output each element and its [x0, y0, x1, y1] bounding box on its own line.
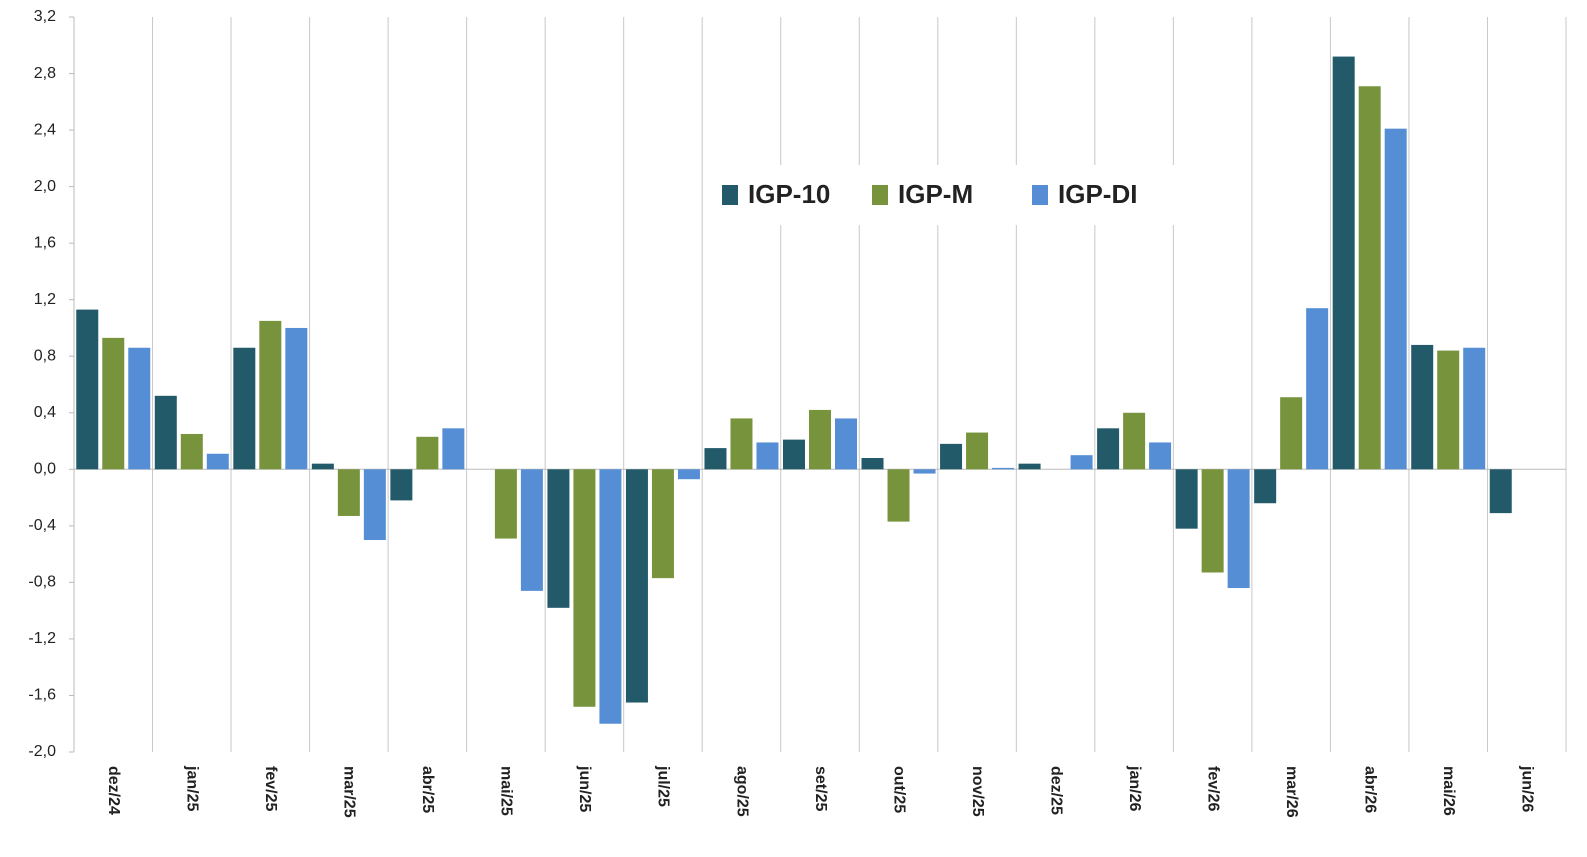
- legend-label: IGP-DI: [1058, 179, 1137, 209]
- bar: [1437, 350, 1460, 470]
- bar: [1254, 469, 1277, 504]
- bar: [233, 347, 256, 470]
- bar: [677, 469, 700, 480]
- bar: [1332, 56, 1355, 470]
- x-tick-label: jan/25: [184, 765, 201, 811]
- bar: [154, 395, 177, 470]
- bar: [704, 448, 727, 470]
- bar: [442, 428, 465, 470]
- bar: [861, 458, 884, 470]
- y-tick-label: 2,8: [34, 65, 56, 82]
- x-tick-label: jun/26: [1519, 765, 1536, 812]
- x-tick-label: jan/26: [1126, 765, 1143, 811]
- bar: [547, 469, 570, 608]
- bar: [1280, 397, 1303, 470]
- bar: [913, 469, 936, 474]
- x-tick-label: abr/26: [1361, 766, 1378, 813]
- bar: [206, 453, 229, 470]
- legend-label: IGP-M: [898, 179, 973, 209]
- y-tick-label: 1,2: [34, 291, 56, 308]
- bar: [416, 436, 439, 470]
- legend-box: [705, 165, 1195, 225]
- bar: [940, 443, 963, 470]
- bar: [599, 469, 622, 724]
- x-tick-label: mar/26: [1283, 766, 1300, 818]
- x-tick-label: mai/25: [498, 766, 515, 816]
- x-tick-label: out/25: [890, 766, 907, 813]
- bar: [180, 433, 203, 470]
- x-tick-label: abr/25: [419, 766, 436, 813]
- bar: [311, 463, 334, 470]
- y-tick-label: 1,6: [34, 234, 56, 251]
- bar: [730, 418, 753, 470]
- bar: [1018, 463, 1041, 470]
- bar: [835, 418, 857, 470]
- y-tick-label: 3,2: [34, 8, 56, 25]
- bar: [128, 347, 151, 470]
- x-tick-label: ago/25: [733, 766, 750, 817]
- y-tick-label: -0,8: [28, 574, 56, 591]
- bar: [1463, 347, 1486, 470]
- bar: [1489, 469, 1512, 514]
- bar: [1123, 412, 1146, 470]
- y-tick-label: -1,6: [28, 687, 56, 704]
- bar: [520, 469, 543, 591]
- bar: [1097, 428, 1120, 470]
- bar: [625, 469, 648, 703]
- bar: [337, 469, 360, 516]
- bar: [76, 309, 99, 470]
- bar: [1175, 469, 1198, 529]
- bar: [390, 469, 413, 501]
- legend-label: IGP-10: [748, 179, 830, 209]
- y-tick-label: 2,4: [34, 121, 56, 138]
- bar: [1227, 469, 1250, 589]
- bar: [783, 439, 805, 470]
- bar: [102, 337, 125, 470]
- bar: [1070, 455, 1093, 470]
- bar: [756, 442, 779, 470]
- x-tick-label: dez/24: [105, 766, 122, 815]
- x-tick-label: jul/25: [655, 765, 672, 807]
- legend-swatch: [872, 185, 888, 205]
- bar: [1149, 442, 1172, 470]
- legend-swatch: [1032, 185, 1048, 205]
- bar: [1201, 469, 1224, 573]
- bar: [285, 327, 308, 470]
- bar: [992, 467, 1015, 470]
- y-tick-label: 0,4: [34, 404, 56, 421]
- y-tick-label: 0,8: [34, 347, 56, 364]
- x-tick-label: nov/25: [969, 766, 986, 817]
- x-tick-label: set/25: [812, 766, 829, 811]
- x-tick-label: jun/25: [576, 765, 593, 812]
- y-tick-label: 2,0: [34, 178, 56, 195]
- x-tick-label: fev/26: [1204, 766, 1221, 811]
- bar: [651, 469, 674, 579]
- y-tick-label: -2,0: [28, 743, 56, 760]
- bar: [259, 320, 282, 470]
- bar: [1384, 128, 1407, 470]
- x-tick-label: dez/25: [1047, 766, 1064, 815]
- bar: [887, 469, 910, 522]
- bar: [809, 409, 831, 470]
- bar: [363, 469, 386, 540]
- y-tick-label: -0,4: [28, 517, 56, 534]
- bar: [1306, 308, 1329, 470]
- y-tick-label: 0,0: [34, 461, 56, 478]
- bar: [494, 469, 517, 539]
- x-tick-label: mar/25: [341, 766, 358, 818]
- bar: [573, 469, 596, 707]
- x-tick-label: fev/25: [262, 766, 279, 811]
- bar: [1411, 344, 1434, 470]
- x-tick-label: mai/26: [1440, 766, 1457, 816]
- bar: [966, 432, 989, 470]
- bar: [1358, 86, 1381, 470]
- y-tick-label: -1,2: [28, 630, 56, 647]
- legend-swatch: [722, 185, 738, 205]
